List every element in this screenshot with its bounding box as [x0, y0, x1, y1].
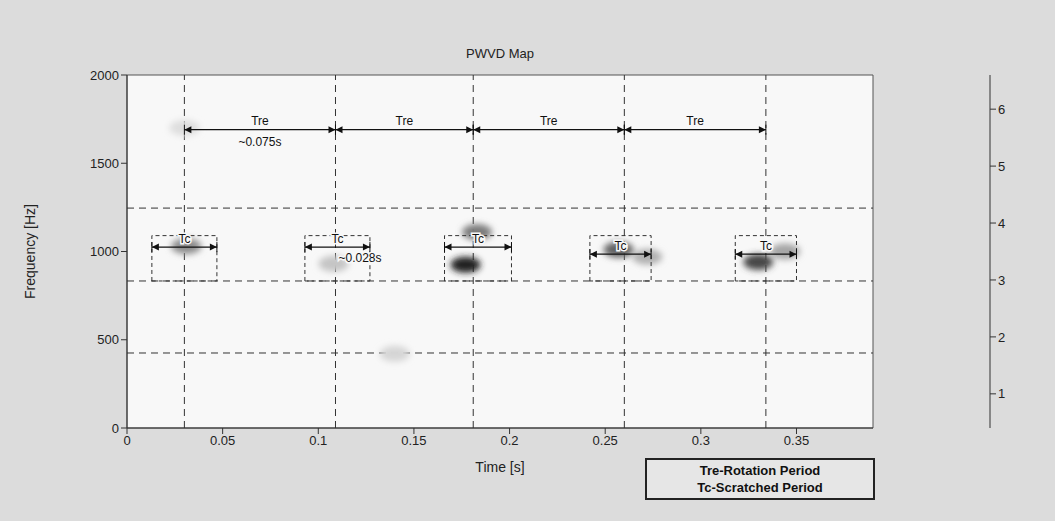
svg-text:4: 4	[998, 216, 1005, 231]
svg-text:Time [s]: Time [s]	[475, 459, 524, 475]
svg-text:Tc: Tc	[331, 232, 343, 246]
svg-text:2: 2	[998, 330, 1005, 345]
svg-text:0.2: 0.2	[501, 433, 519, 448]
svg-text:0.25: 0.25	[593, 433, 618, 448]
svg-text:6: 6	[998, 102, 1005, 117]
svg-text:Tre: Tre	[396, 114, 414, 128]
svg-text:5: 5	[998, 159, 1005, 174]
svg-text:Tc: Tc	[760, 239, 772, 253]
svg-text:Tre: Tre	[251, 114, 269, 128]
svg-text:Tc: Tc	[178, 232, 190, 246]
svg-text:500: 500	[97, 332, 119, 347]
svg-text:3: 3	[998, 273, 1005, 288]
svg-text:0.3: 0.3	[692, 433, 710, 448]
svg-text:Tre: Tre	[686, 114, 704, 128]
svg-text:~0.075s: ~0.075s	[238, 135, 281, 149]
svg-text:0.05: 0.05	[210, 433, 235, 448]
svg-text:0.15: 0.15	[401, 433, 426, 448]
svg-text:Frequency [Hz]: Frequency [Hz]	[22, 204, 38, 299]
svg-text:1500: 1500	[90, 156, 119, 171]
svg-text:0: 0	[112, 421, 119, 436]
html-text:PWVD Map: PWVD Map	[466, 46, 534, 61]
svg-text:0.35: 0.35	[784, 433, 809, 448]
svg-text:0: 0	[123, 433, 130, 448]
svg-text:1: 1	[998, 386, 1005, 401]
svg-text:1000: 1000	[90, 244, 119, 259]
svg-text:~0.028s: ~0.028s	[338, 251, 381, 265]
svg-text:2000: 2000	[90, 68, 119, 83]
html-text:Tre-Rotation Period: Tre-Rotation Period	[699, 463, 821, 478]
html-text:Tc-Scratched Period: Tc-Scratched Period	[697, 480, 823, 495]
svg-text:Tc: Tc	[472, 232, 484, 246]
svg-text:Tre: Tre	[540, 114, 558, 128]
svg-text:0.1: 0.1	[309, 433, 327, 448]
svg-text:Tc: Tc	[615, 239, 627, 253]
